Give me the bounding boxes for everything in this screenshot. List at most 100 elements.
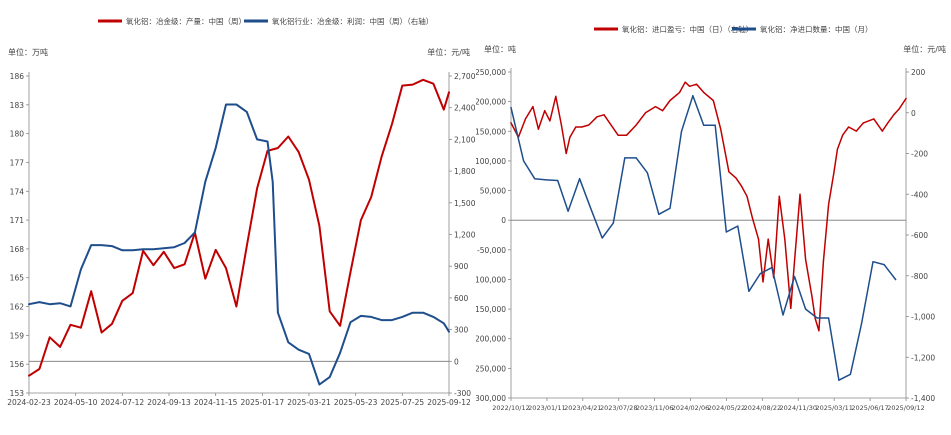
data-point bbox=[905, 97, 907, 100]
y-right-unit-label: 单位：元/吨 bbox=[427, 47, 470, 57]
y-left-tick-label: 250,000 bbox=[476, 68, 506, 77]
data-point bbox=[626, 134, 628, 136]
y-right-tick-label: 600 bbox=[454, 294, 469, 303]
data-point bbox=[173, 267, 175, 269]
data-point bbox=[654, 106, 657, 108]
y-right-unit-label: 单位：元/吨 bbox=[903, 44, 946, 54]
data-point bbox=[204, 181, 206, 183]
data-point bbox=[712, 99, 714, 102]
legend-label: 氧化铝：冶金级：产量：中国（周） bbox=[126, 16, 246, 26]
data-point bbox=[163, 251, 165, 253]
data-point bbox=[49, 303, 51, 305]
data-point bbox=[767, 238, 769, 240]
data-point bbox=[69, 324, 72, 326]
y-left-tick-label: -100,000 bbox=[476, 275, 506, 284]
x-tick-label: 2024/02/06 bbox=[672, 404, 709, 412]
data-point bbox=[422, 79, 424, 81]
data-point bbox=[898, 108, 900, 110]
data-point bbox=[308, 179, 310, 181]
data-point bbox=[752, 218, 754, 220]
data-point bbox=[132, 292, 134, 294]
data-point bbox=[448, 331, 450, 333]
y-left-tick-label: -300,000 bbox=[476, 394, 506, 403]
data-point bbox=[588, 124, 590, 126]
data-point bbox=[544, 110, 546, 112]
y-left-tick-label: 186 bbox=[10, 72, 25, 81]
data-point bbox=[537, 128, 539, 130]
data-point bbox=[121, 249, 123, 251]
y-right-tick-label: -200 bbox=[911, 150, 928, 159]
data-point bbox=[142, 250, 144, 252]
data-point bbox=[329, 310, 331, 312]
data-point bbox=[412, 84, 414, 86]
y-left-tick-label: -150,000 bbox=[476, 305, 506, 314]
data-point bbox=[59, 302, 61, 304]
data-point bbox=[534, 178, 536, 180]
data-point bbox=[838, 379, 840, 381]
data-point bbox=[714, 124, 716, 126]
data-point bbox=[370, 316, 372, 318]
data-point bbox=[814, 317, 816, 320]
data-point bbox=[849, 373, 851, 375]
data-point bbox=[557, 179, 559, 182]
data-point bbox=[28, 303, 30, 305]
data-point bbox=[287, 135, 289, 138]
data-point bbox=[360, 219, 362, 221]
data-point bbox=[101, 244, 103, 246]
data-point bbox=[567, 210, 569, 212]
data-point bbox=[142, 248, 144, 250]
data-point bbox=[59, 346, 61, 348]
data-point bbox=[725, 231, 727, 233]
x-tick-label: 2024/11/30 bbox=[780, 404, 817, 412]
x-tick-label: 2023/04/21 bbox=[564, 404, 601, 412]
y-right-tick-label: -1,400 bbox=[911, 394, 935, 403]
data-point bbox=[80, 268, 82, 270]
data-point bbox=[617, 134, 619, 136]
x-tick-label: 2025/06/17 bbox=[851, 404, 888, 412]
data-point bbox=[601, 237, 603, 239]
data-point bbox=[828, 317, 830, 319]
data-point bbox=[204, 278, 206, 280]
data-point bbox=[298, 151, 300, 153]
chart-svg-right: 氧化铝：进口盈亏：中国（日）（右轴） 氧化铝：净进口数量：中国（月） 单位：吨 单位：… bbox=[476, 24, 946, 412]
chart-panel-production-profit: 氧化铝：冶金级：产量：中国（周） 氧化铝行业：冶金级：利润：中国（周）（右轴） 单位… bbox=[7, 16, 476, 407]
y-left-tick-label: 174 bbox=[10, 187, 25, 196]
y-right-tick-label: 900 bbox=[454, 262, 469, 271]
data-point bbox=[836, 148, 838, 150]
data-point bbox=[872, 261, 874, 263]
data-point bbox=[811, 295, 813, 297]
x-tick-label: 2024-07-12 bbox=[101, 398, 145, 407]
data-point bbox=[692, 95, 694, 97]
series-line-1 bbox=[28, 78, 450, 377]
data-point bbox=[662, 110, 664, 112]
y-right-tick-label: 0 bbox=[454, 357, 459, 366]
data-point bbox=[524, 118, 527, 120]
data-point bbox=[80, 327, 82, 329]
data-point bbox=[277, 312, 279, 314]
data-point bbox=[860, 323, 863, 325]
data-point bbox=[762, 281, 764, 283]
data-point bbox=[422, 312, 424, 314]
x-tick-label: 2025-01-17 bbox=[241, 398, 285, 407]
data-point bbox=[759, 272, 761, 275]
data-point bbox=[848, 126, 850, 128]
data-point bbox=[816, 317, 818, 319]
data-point bbox=[184, 263, 186, 265]
x-tick-label: 2025/03/11 bbox=[815, 404, 852, 412]
data-point bbox=[644, 112, 647, 114]
data-point bbox=[443, 109, 445, 111]
data-point bbox=[805, 258, 807, 261]
data-point bbox=[349, 321, 352, 323]
data-point bbox=[689, 85, 691, 87]
y-right-tick-label: 2,100 bbox=[454, 135, 476, 144]
y-left-tick-label: 0 bbox=[501, 216, 506, 225]
x-tick-label: 2024-09-13 bbox=[147, 398, 191, 407]
data-point bbox=[173, 246, 175, 248]
data-point bbox=[152, 264, 154, 266]
series-2-points bbox=[28, 103, 450, 386]
data-point bbox=[101, 331, 103, 334]
data-point bbox=[381, 319, 383, 321]
data-point bbox=[432, 83, 434, 85]
data-point bbox=[778, 195, 780, 197]
data-point bbox=[184, 242, 186, 244]
